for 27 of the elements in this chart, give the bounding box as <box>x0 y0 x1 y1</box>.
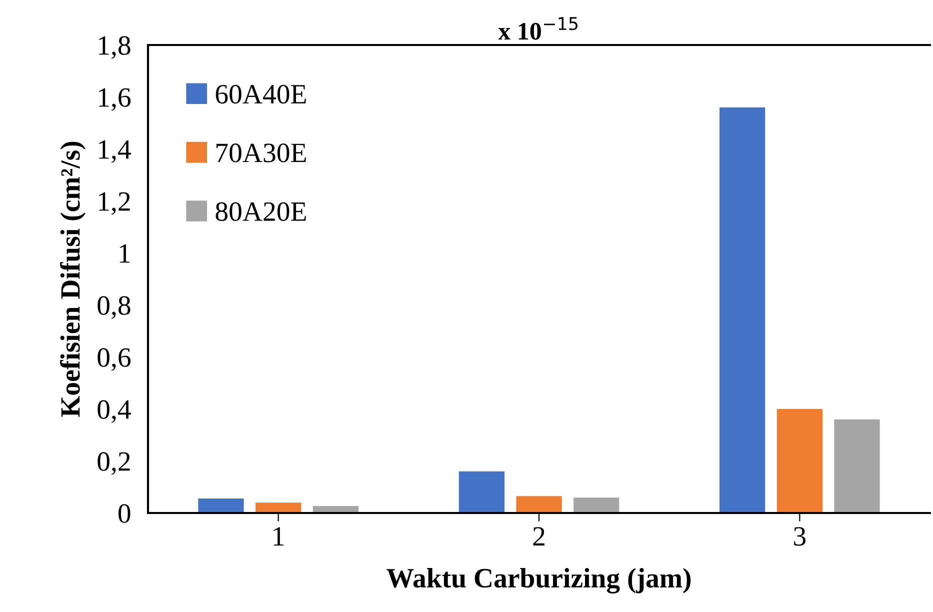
bar <box>458 471 504 513</box>
bar <box>834 419 880 513</box>
bar <box>776 409 822 513</box>
x-tick-label: 1 <box>274 527 284 546</box>
y-tick-label: 1 <box>120 244 130 263</box>
y-tick-label: 1,2 <box>99 192 130 215</box>
legend-label: 70A30E <box>216 144 306 162</box>
y-tick-label: 0,8 <box>98 296 130 319</box>
y-tick-label: 0,2 <box>98 452 130 475</box>
bar <box>720 107 766 513</box>
y-tick-label: 1,6 <box>99 88 131 111</box>
y-tick-label: 0,4 <box>98 400 131 423</box>
legend-label: 80A20E <box>216 202 306 221</box>
legend-label: 60A40E <box>216 84 306 104</box>
chart-title: x 10$^{−15}$ <box>498 17 578 40</box>
y-tick-label: 1,4 <box>99 140 131 163</box>
x-tick-label: 2 <box>533 527 544 546</box>
bar <box>574 498 620 513</box>
x-axis-title: Waktu Carburizing (jam) <box>386 568 691 594</box>
bar <box>256 502 302 513</box>
y-tick-label: 0,6 <box>98 348 131 371</box>
x-tick-label: 3 <box>794 527 806 546</box>
y-axis-title: Koefisien Difusi (cm²/s) <box>60 142 86 417</box>
bar <box>198 498 244 513</box>
bar <box>516 496 562 513</box>
y-tick-label: 1,8 <box>99 36 130 59</box>
y-tick-label: 0 <box>118 504 130 523</box>
